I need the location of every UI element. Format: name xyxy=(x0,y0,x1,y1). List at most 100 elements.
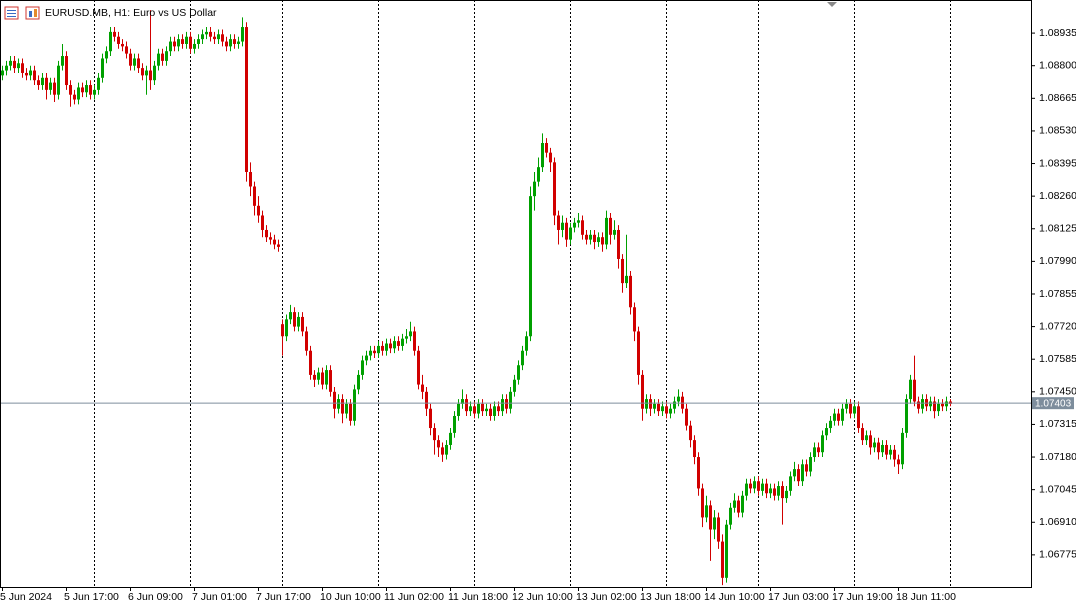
candle-body xyxy=(553,162,556,216)
price-label-box xyxy=(1032,397,1074,410)
candle-body xyxy=(365,355,368,361)
candle-body xyxy=(869,435,872,448)
candle-body xyxy=(349,403,352,421)
candle-body xyxy=(193,43,196,49)
candle-body xyxy=(341,399,344,414)
candle-body xyxy=(817,447,820,453)
y-tick-label: 1.08260 xyxy=(1039,190,1076,202)
candle-body xyxy=(169,41,172,52)
candle-body xyxy=(305,331,308,351)
candle-body xyxy=(281,324,284,337)
candle-body xyxy=(685,408,688,426)
chart-title: EURUSD.MB, H1: Euro vs US Dollar xyxy=(45,7,217,19)
candle-body xyxy=(593,234,596,243)
candle-body xyxy=(485,408,488,412)
candle-body xyxy=(617,229,620,259)
x-tick-label: 10 Jun 10:00 xyxy=(320,591,381,603)
candle-body xyxy=(129,53,132,66)
candle-body xyxy=(829,420,832,429)
plot-area xyxy=(0,0,1031,587)
y-tick-label: 1.08800 xyxy=(1039,59,1076,71)
y-tick-label: 1.07180 xyxy=(1039,451,1076,463)
x-tick-label: 11 Jun 02:00 xyxy=(384,591,444,603)
candle-body xyxy=(509,391,512,409)
candle-body xyxy=(77,87,80,100)
candle-body xyxy=(745,483,748,496)
candle-body xyxy=(225,41,228,47)
candle-body xyxy=(881,444,884,453)
candle-body xyxy=(501,399,504,412)
candle-body xyxy=(737,500,740,513)
candle-body xyxy=(637,331,640,375)
candle-body xyxy=(5,65,8,71)
x-tick-label: 13 Jun 18:00 xyxy=(640,591,701,603)
candle-body xyxy=(933,401,936,412)
candle-body xyxy=(17,63,20,69)
candle-body xyxy=(741,495,744,513)
candle-body xyxy=(569,227,572,240)
candle-body xyxy=(541,143,544,168)
candle-body xyxy=(493,406,496,416)
shift-marker xyxy=(827,2,837,7)
candle-body xyxy=(533,181,536,197)
candle-body xyxy=(441,447,444,455)
candle-body xyxy=(45,77,48,90)
x-tick-label: 17 Jun 03:00 xyxy=(768,591,829,603)
candle-body xyxy=(321,372,324,385)
y-tick-label: 1.08530 xyxy=(1039,125,1076,137)
candle-body xyxy=(125,46,128,54)
candle-body xyxy=(253,186,256,206)
candle-body xyxy=(261,215,264,230)
candle-body xyxy=(437,440,440,448)
x-tick-label: 13 Jun 02:00 xyxy=(576,591,637,603)
candle-body xyxy=(733,500,736,508)
candle-body xyxy=(833,413,836,421)
candle-body xyxy=(101,58,104,78)
candle-body xyxy=(405,336,408,339)
candle-body xyxy=(289,312,292,320)
candle-body xyxy=(409,331,412,337)
candle-body xyxy=(313,374,316,380)
y-tick-label: 1.07855 xyxy=(1039,288,1076,300)
candle-body xyxy=(865,435,868,441)
x-tick-label: 18 Jun 11:00 xyxy=(896,591,956,603)
candle-body xyxy=(213,36,216,40)
candle-body xyxy=(109,31,112,52)
candle-body xyxy=(901,432,904,465)
candle-body xyxy=(565,222,568,240)
candle-body xyxy=(265,229,268,238)
candle-body xyxy=(357,374,360,390)
candle-body xyxy=(217,34,220,40)
x-tick-label: 7 Jun 01:00 xyxy=(192,591,247,603)
x-tick-label: 14 Jun 10:00 xyxy=(704,591,765,603)
candle-body xyxy=(53,82,56,95)
candle-body xyxy=(897,459,900,465)
candle-body xyxy=(333,391,336,409)
candle-body xyxy=(205,31,208,35)
candle-body xyxy=(825,428,828,436)
candle-body xyxy=(605,217,608,245)
y-tick-label: 1.08125 xyxy=(1039,223,1076,235)
candle-body xyxy=(277,244,280,247)
candle-body xyxy=(469,406,472,412)
candle-body xyxy=(801,464,804,482)
candle-body xyxy=(577,220,580,223)
candle-body xyxy=(821,435,824,453)
candle-body xyxy=(773,488,776,496)
candle-body xyxy=(505,399,508,409)
candle-body xyxy=(857,406,860,429)
candle-body xyxy=(353,389,356,421)
candle-body xyxy=(33,70,36,81)
y-tick-label: 1.07450 xyxy=(1039,386,1076,398)
candle-body xyxy=(581,220,584,235)
candle-body xyxy=(337,399,340,409)
candle-body xyxy=(777,486,780,496)
candle-body xyxy=(705,505,708,518)
candle-body xyxy=(145,70,148,76)
candle-body xyxy=(609,217,612,235)
candle-body xyxy=(589,234,592,240)
candle-body xyxy=(361,360,364,375)
candle-body xyxy=(757,481,760,491)
candle-body xyxy=(229,39,232,47)
